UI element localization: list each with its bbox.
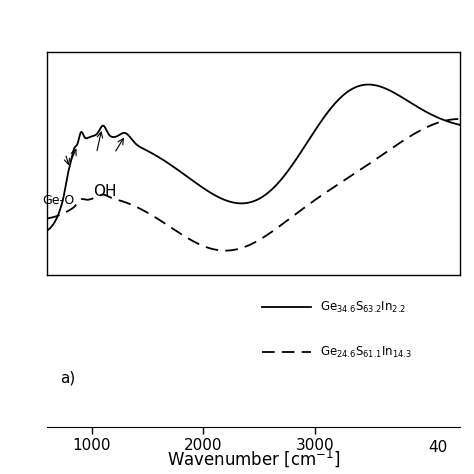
Text: 40: 40	[428, 440, 447, 455]
Text: Ge$_{34.6}$S$_{63.2}$In$_{2.2}$: Ge$_{34.6}$S$_{63.2}$In$_{2.2}$	[319, 300, 405, 315]
Text: Ge-O: Ge-O	[42, 194, 75, 207]
Text: a): a)	[60, 371, 75, 386]
Text: Wavenumber [cm$^{-1}$]: Wavenumber [cm$^{-1}$]	[167, 447, 340, 469]
Text: OH: OH	[93, 184, 117, 199]
Text: Ge$_{24.6}$S$_{61.1}$In$_{14.3}$: Ge$_{24.6}$S$_{61.1}$In$_{14.3}$	[319, 345, 411, 360]
